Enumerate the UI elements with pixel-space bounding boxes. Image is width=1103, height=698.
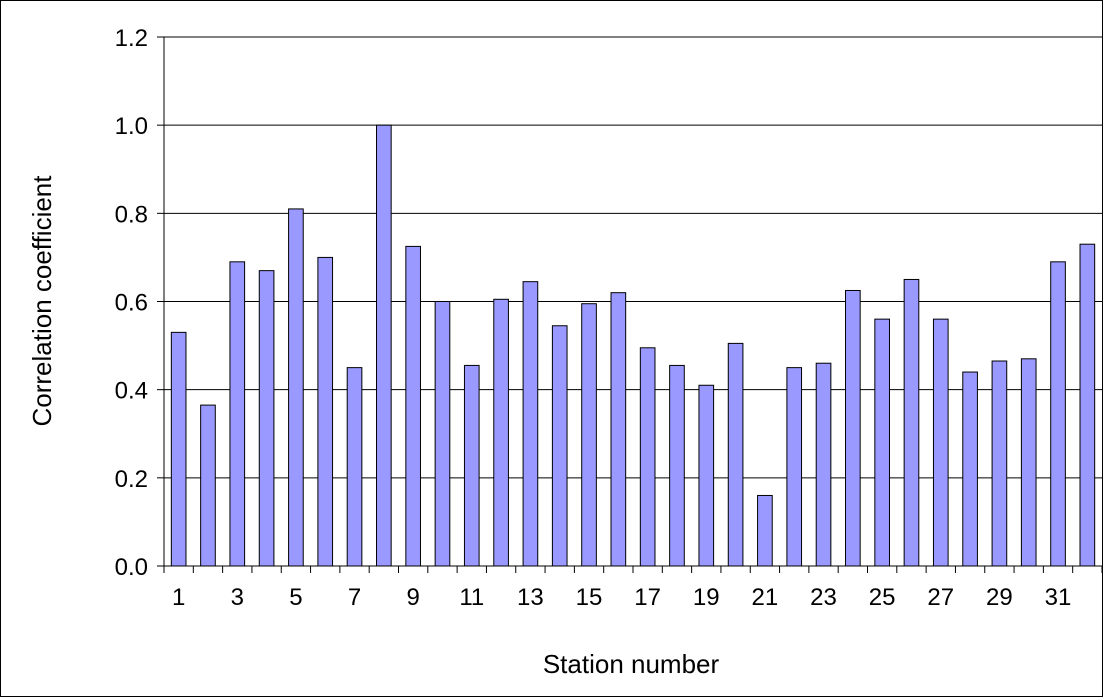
bar-station-29: [991, 360, 1008, 567]
y-tick-label: 1.0: [115, 113, 148, 140]
x-tick-label: 27: [927, 584, 954, 611]
y-tick-labels: 0.0 0.2 0.4 0.6 0.8 1.0 1.2: [115, 25, 164, 581]
x-tick-label: 5: [289, 584, 302, 611]
bar-station-24: [845, 289, 861, 567]
bar-station-25: [874, 318, 890, 567]
x-tick-label: 31: [1045, 584, 1072, 611]
y-tick-label: 0.2: [115, 466, 148, 493]
x-tick-label: 3: [231, 584, 244, 611]
y-axis-title: Correlation coefficient: [27, 175, 57, 427]
bars: [170, 124, 1096, 567]
x-tick-label: 9: [406, 584, 419, 611]
bar-station-26: [903, 278, 920, 567]
x-tick-label: 21: [752, 584, 779, 611]
bar-station-12: [493, 298, 509, 567]
x-axis-title: Station number: [543, 649, 720, 679]
x-tick-label: 23: [810, 584, 837, 611]
bar-station-5: [288, 208, 304, 567]
bar-station-23: [815, 362, 832, 567]
gridlines: [164, 36, 1102, 479]
x-tick-label: 17: [634, 584, 661, 611]
y-tick-label: 0.6: [115, 290, 148, 317]
x-tick-label: 7: [348, 584, 361, 611]
bar-station-31: [1050, 261, 1066, 567]
x-tick-label: 15: [576, 584, 603, 611]
bar-station-3: [229, 261, 246, 567]
bar-station-2: [200, 404, 216, 567]
bar-station-6: [317, 256, 334, 567]
bar-station-22: [786, 367, 803, 567]
bar-station-14: [551, 325, 568, 567]
x-tick-label: 11: [459, 584, 484, 611]
bar-station-11: [463, 364, 480, 567]
bar-station-8: [376, 124, 392, 567]
x-tick-label: 13: [517, 584, 544, 611]
bar-station-17: [639, 347, 656, 567]
bar-station-21: [757, 494, 773, 567]
bar-station-13: [522, 281, 539, 567]
x-tick-label: 19: [693, 584, 720, 611]
y-tick-label: 0.8: [115, 201, 148, 228]
bar-station-20: [727, 342, 744, 567]
bar-station-1: [170, 331, 187, 567]
x-tick-label: 1: [172, 584, 185, 611]
bar-station-30: [1020, 358, 1037, 567]
y-tick-label: 0.0: [115, 554, 148, 581]
bar-station-4: [258, 270, 275, 567]
y-tick-label: 1.2: [115, 25, 148, 52]
bar-station-19: [698, 384, 715, 567]
x-tick-label: 25: [869, 584, 896, 611]
x-tick-labels: 1 3 5 7 9 11 13 15 17 19 21 23 25 27 29 31: [163, 566, 1103, 611]
bar-station-10: [434, 301, 451, 567]
bar-station-7: [346, 367, 363, 567]
bar-station-9: [405, 245, 421, 567]
x-tick-label: 29: [986, 584, 1013, 611]
bar-station-32: [1079, 243, 1096, 567]
bar-station-15: [581, 303, 597, 567]
bar-station-16: [610, 292, 627, 567]
bar-station-18: [669, 364, 685, 567]
y-tick-label: 0.4: [115, 378, 148, 405]
bar-station-28: [962, 371, 978, 567]
bar-station-27: [932, 318, 949, 567]
